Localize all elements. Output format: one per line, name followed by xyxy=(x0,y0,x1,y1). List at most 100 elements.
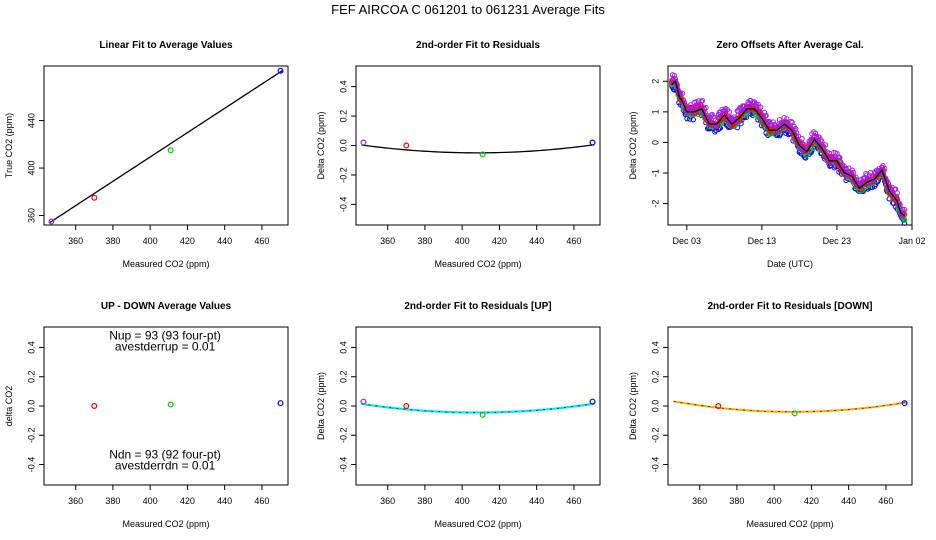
data-point xyxy=(715,403,722,410)
y-tick-label: -1 xyxy=(650,169,660,177)
x-axis-label: Measured CO2 (ppm) xyxy=(122,259,209,269)
data-point xyxy=(791,410,798,417)
data-point xyxy=(679,90,686,97)
data-point xyxy=(699,97,706,104)
data-point xyxy=(277,400,284,407)
x-tick-label: 460 xyxy=(878,496,893,506)
fit-curve xyxy=(49,70,283,224)
y-axis-label: delta CO2 xyxy=(4,386,14,427)
y-tick-label: 2 xyxy=(650,79,660,84)
data-point xyxy=(696,98,702,104)
y-tick-label: 0.4 xyxy=(338,80,348,93)
chart-p2: 2nd-order Fit to Residuals Measured CO2 (… xyxy=(316,40,601,269)
y-tick-label: -0.2 xyxy=(650,428,660,444)
data-point xyxy=(91,194,98,201)
x-tick-label: 360 xyxy=(692,496,707,506)
y-tick-label: 0.4 xyxy=(338,341,348,354)
x-tick-label: 400 xyxy=(143,496,158,506)
data-point xyxy=(360,139,367,146)
x-tick-label: Jan 02 xyxy=(898,236,925,246)
y-tick-label: 0.2 xyxy=(338,370,348,383)
y-tick-label: -2 xyxy=(650,200,660,208)
data-point xyxy=(830,149,837,156)
data-point xyxy=(589,398,596,405)
data-point xyxy=(894,190,901,196)
annotation-text: Nup = 93 (93 four-pt) xyxy=(109,328,221,342)
plot-title: UP - DOWN Average Values xyxy=(101,301,232,312)
x-tick-label: Dec 13 xyxy=(748,236,777,246)
annotation-text: avestderrup = 0.01 xyxy=(115,339,216,353)
x-tick-label: 440 xyxy=(529,236,544,246)
y-axis-label: Delta CO2 (ppm) xyxy=(628,111,638,179)
plot-frame xyxy=(43,65,289,226)
x-tick-label: 360 xyxy=(68,236,83,246)
x-tick-label: 380 xyxy=(105,496,120,506)
y-tick-label: 0.0 xyxy=(26,400,36,413)
x-tick-label: 360 xyxy=(380,236,395,246)
data-point xyxy=(795,133,802,139)
data-point xyxy=(744,107,750,113)
data-point xyxy=(799,136,805,142)
annotation-text: Ndn = 93 (92 four-pt) xyxy=(109,448,221,462)
y-tick-label: 0.4 xyxy=(26,341,36,354)
data-point xyxy=(813,134,820,140)
data-point xyxy=(756,104,762,111)
plot-frame xyxy=(355,326,601,486)
plot-frame xyxy=(355,65,601,226)
x-tick-label: 400 xyxy=(767,496,782,506)
data-point xyxy=(726,109,732,115)
x-tick-label: 400 xyxy=(455,236,470,246)
data-point xyxy=(760,113,767,119)
date-series xyxy=(669,76,908,219)
plot-title: 2nd-order Fit to Residuals xyxy=(416,40,540,51)
y-tick-label: 440 xyxy=(26,113,36,128)
x-tick-label: 360 xyxy=(380,496,395,506)
data-point xyxy=(901,206,908,213)
x-tick-label: 380 xyxy=(105,236,120,246)
y-tick-label: 0.0 xyxy=(650,400,660,413)
x-tick-label: 460 xyxy=(566,236,581,246)
data-point xyxy=(882,165,888,172)
y-tick-label: 360 xyxy=(26,208,36,223)
y-tick-label: 400 xyxy=(26,161,36,176)
data-point xyxy=(850,169,856,176)
data-point xyxy=(742,107,749,113)
y-tick-label: -0.4 xyxy=(26,457,36,473)
x-tick-label: 380 xyxy=(729,496,744,506)
fit-curve xyxy=(673,400,907,413)
data-point xyxy=(167,147,174,154)
y-tick-label: 0.4 xyxy=(650,341,660,354)
fit-curve xyxy=(361,144,595,154)
data-point xyxy=(864,172,870,178)
data-point xyxy=(752,102,759,108)
data-point xyxy=(403,403,410,410)
data-point xyxy=(822,142,829,148)
data-point xyxy=(689,110,696,116)
data-point xyxy=(759,116,766,123)
data-point xyxy=(812,130,819,136)
x-axis-label: Date (UTC) xyxy=(767,259,813,269)
y-axis-label: Delta CO2 (ppm) xyxy=(628,372,638,440)
x-tick-label: 420 xyxy=(492,236,507,246)
plot-title: 2nd-order Fit to Residuals [UP] xyxy=(404,301,551,312)
data-point xyxy=(277,67,284,74)
x-tick-label: 420 xyxy=(804,496,819,506)
y-axis-label: Delta CO2 (ppm) xyxy=(316,111,326,179)
data-point xyxy=(403,142,410,149)
x-tick-label: 440 xyxy=(529,496,544,506)
data-point xyxy=(167,401,174,408)
data-point xyxy=(781,115,787,121)
y-tick-label: -0.4 xyxy=(650,457,660,473)
x-tick-label: 400 xyxy=(455,496,470,506)
x-tick-label: 440 xyxy=(841,496,856,506)
x-tick-label: 360 xyxy=(68,496,83,506)
y-tick-label: 0 xyxy=(650,140,660,145)
data-point xyxy=(731,114,737,120)
x-tick-label: 460 xyxy=(254,236,269,246)
data-point xyxy=(91,403,98,410)
data-point xyxy=(690,116,697,123)
data-point xyxy=(758,104,764,110)
trend-line xyxy=(671,80,905,217)
chart-p4: UP - DOWN Average Values Measured CO2 (pp… xyxy=(4,301,289,529)
data-point xyxy=(360,398,367,405)
